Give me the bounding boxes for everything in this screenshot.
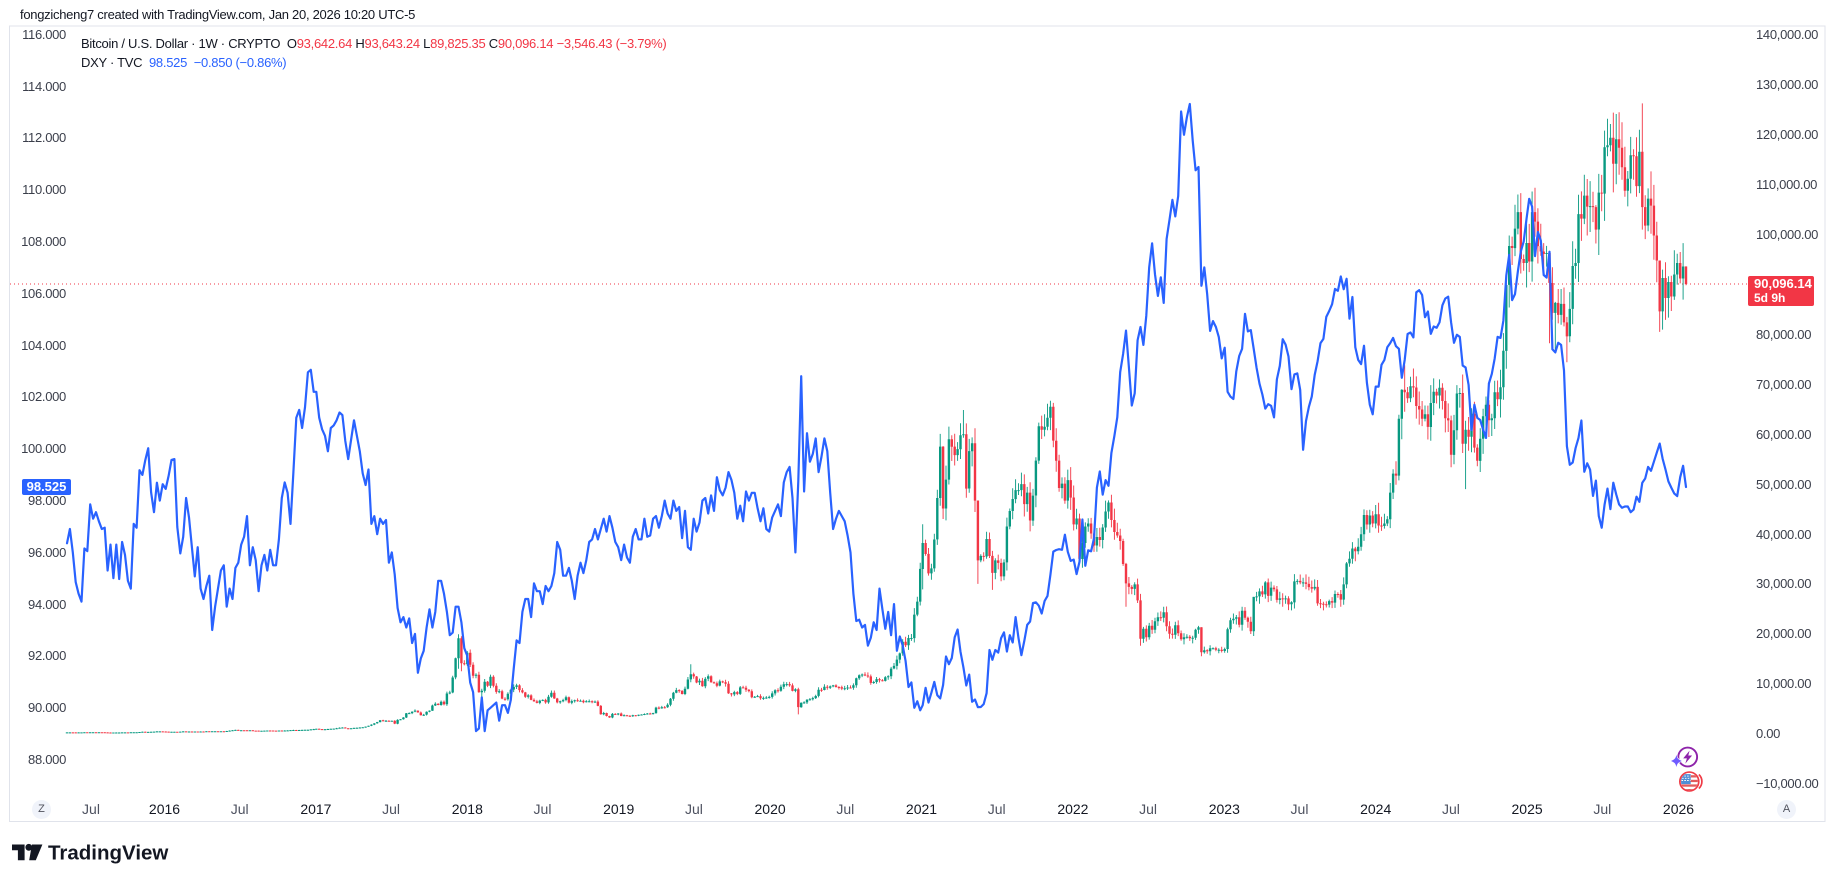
svg-text:TradingView: TradingView [48, 843, 168, 865]
